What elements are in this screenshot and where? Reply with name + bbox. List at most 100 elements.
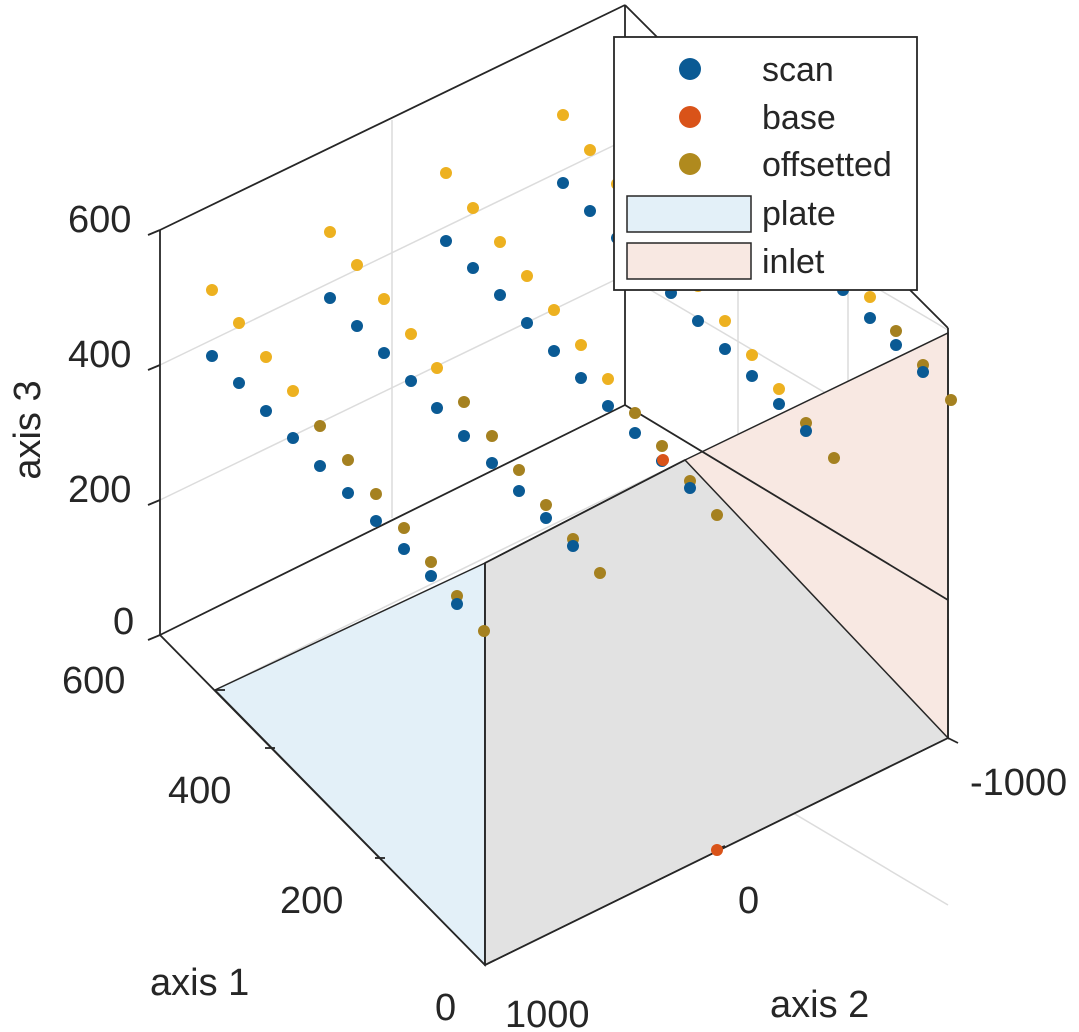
point-offsetted	[351, 259, 363, 271]
point-offsetted	[521, 270, 533, 282]
y-axis-label: axis 2	[770, 984, 869, 1026]
point-scan	[370, 515, 382, 527]
point-scan	[342, 487, 354, 499]
z-tick-600: 600	[68, 199, 131, 241]
point-scan	[486, 457, 498, 469]
point-scan	[917, 366, 929, 378]
point-offsetted	[945, 394, 957, 406]
point-scan	[458, 430, 470, 442]
legend-label-plate: plate	[762, 195, 836, 233]
x-tick-400: 400	[168, 770, 231, 812]
legend: scan base offsetted plate inlet	[613, 36, 918, 291]
point-scan	[629, 427, 641, 439]
point-scan	[425, 570, 437, 582]
y-tick-1000: 1000	[505, 994, 590, 1032]
point-scan	[287, 432, 299, 444]
x-tick-200: 200	[280, 880, 343, 922]
point-scan	[719, 343, 731, 355]
point-scan	[233, 377, 245, 389]
point-offsetted	[478, 625, 490, 637]
legend-swatch-inlet	[626, 242, 752, 280]
z-tick-200: 200	[68, 469, 131, 511]
point-offsetted	[773, 383, 785, 395]
point-offsetted	[629, 407, 641, 419]
point-offsetted	[206, 284, 218, 296]
point-offsetted	[602, 373, 614, 385]
point-offsetted	[711, 509, 723, 521]
point-scan	[773, 398, 785, 410]
point-offsetted	[486, 430, 498, 442]
legend-swatch-plate	[626, 195, 752, 233]
point-offsetted	[594, 567, 606, 579]
legend-label-inlet: inlet	[762, 243, 825, 281]
legend-label-offsetted: offsetted	[762, 146, 892, 184]
point-scan	[548, 345, 560, 357]
point-offsetted	[342, 454, 354, 466]
y-tick-0: 0	[738, 880, 759, 922]
point-offsetted	[467, 202, 479, 214]
z-tick-400: 400	[68, 334, 131, 376]
legend-marker-offsetted	[679, 153, 701, 175]
point-scan	[540, 512, 552, 524]
point-scan	[494, 289, 506, 301]
point-offsetted	[513, 464, 525, 476]
point-scan	[451, 598, 463, 610]
x-tick-labels: 600 400 200 0	[62, 660, 456, 1029]
point-offsetted	[324, 226, 336, 238]
point-offsetted	[746, 349, 758, 361]
point-scan	[324, 292, 336, 304]
point-scan	[398, 543, 410, 555]
point-offsetted	[260, 351, 272, 363]
point-scan	[440, 235, 452, 247]
point-scan	[692, 315, 704, 327]
point-offsetted	[233, 317, 245, 329]
point-offsetted	[890, 325, 902, 337]
point-scan	[351, 320, 363, 332]
point-scan	[314, 460, 326, 472]
x-axis-label: axis 1	[150, 962, 249, 1004]
point-scan	[890, 339, 902, 351]
point-scan	[431, 402, 443, 414]
point-scan	[513, 485, 525, 497]
point-scan	[746, 370, 758, 382]
point-offsetted	[440, 167, 452, 179]
point-offsetted	[864, 291, 876, 303]
z-axis-label: axis 3	[7, 380, 49, 479]
point-offsetted	[398, 522, 410, 534]
point-offsetted	[548, 304, 560, 316]
point-scan	[800, 425, 812, 437]
point-offsetted	[540, 499, 552, 511]
legend-marker-base	[679, 106, 701, 128]
point-offsetted	[656, 440, 668, 452]
point-scan	[521, 317, 533, 329]
point-offsetted	[828, 452, 840, 464]
point-offsetted	[458, 396, 470, 408]
point-offsetted	[378, 293, 390, 305]
point-scan	[260, 405, 272, 417]
point-scan	[557, 177, 569, 189]
z-tick-labels: 600 400 200 0	[68, 199, 134, 643]
point-offsetted	[575, 339, 587, 351]
x-tick-600: 600	[62, 660, 125, 702]
z-tick-0: 0	[113, 601, 134, 643]
point-scan	[602, 400, 614, 412]
point-offsetted	[287, 385, 299, 397]
point-offsetted	[314, 420, 326, 432]
point-scan	[206, 350, 218, 362]
point-base	[657, 454, 669, 466]
point-scan	[567, 540, 579, 552]
point-scan	[467, 262, 479, 274]
point-offsetted	[719, 315, 731, 327]
point-offsetted	[494, 236, 506, 248]
x-tick-0: 0	[435, 987, 456, 1029]
point-scan	[405, 375, 417, 387]
point-offsetted	[557, 109, 569, 121]
legend-marker-scan	[679, 58, 701, 80]
point-offsetted	[584, 144, 596, 156]
tick-marks	[147, 229, 959, 966]
point-scan	[584, 205, 596, 217]
point-offsetted	[370, 488, 382, 500]
point-scan	[864, 312, 876, 324]
